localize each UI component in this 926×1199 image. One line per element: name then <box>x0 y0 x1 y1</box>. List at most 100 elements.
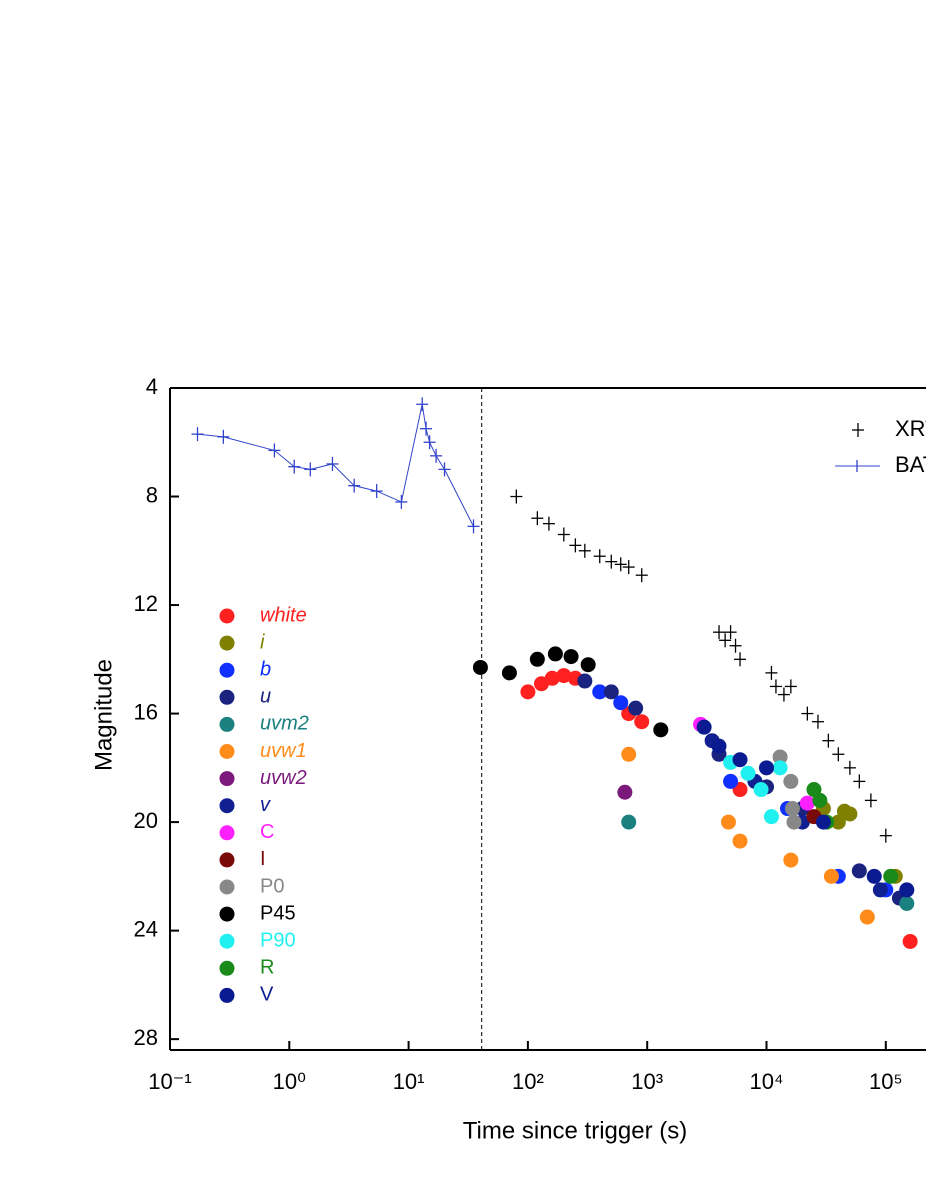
data-point <box>753 782 769 798</box>
legend-label: C <box>260 821 274 843</box>
data-point <box>822 733 835 748</box>
data-point <box>501 665 517 681</box>
data-point <box>823 868 839 884</box>
y-tick-label: 20 <box>134 808 158 833</box>
data-point <box>268 443 281 458</box>
data-point <box>653 722 669 738</box>
legend-marker <box>219 689 235 705</box>
data-point <box>786 814 802 830</box>
data-point <box>529 651 545 667</box>
legend-marker <box>219 662 235 678</box>
data-point <box>563 649 579 665</box>
x-tick-label: 10⁰ <box>273 1069 306 1094</box>
data-point <box>614 557 627 572</box>
data-point <box>577 673 593 689</box>
y-tick-label: 12 <box>134 591 158 616</box>
legend-label: P90 <box>260 929 296 951</box>
data-point <box>635 568 648 583</box>
data-point <box>547 646 563 662</box>
data-point <box>853 774 866 789</box>
data-point <box>370 484 383 499</box>
data-point <box>883 868 899 884</box>
data-point <box>578 543 591 558</box>
legend-marker <box>219 987 235 1003</box>
data-point <box>696 719 712 735</box>
bat-line <box>197 404 474 527</box>
data-point <box>801 706 814 721</box>
data-point <box>395 494 408 509</box>
data-point <box>799 795 815 811</box>
data-point <box>531 511 544 526</box>
legend-label: I <box>260 848 266 870</box>
data-point <box>859 909 875 925</box>
x-tick-label: 10² <box>512 1069 544 1094</box>
data-point <box>851 863 867 879</box>
data-point <box>902 933 918 949</box>
data-point <box>811 714 824 729</box>
data-point <box>713 625 726 640</box>
data-point <box>732 752 748 768</box>
data-point <box>772 760 788 776</box>
y-tick-label: 16 <box>134 699 158 724</box>
data-point <box>304 462 317 477</box>
data-point <box>593 549 606 564</box>
data-point <box>556 668 572 684</box>
data-point <box>634 714 650 730</box>
legend-label: uvw1 <box>260 740 307 762</box>
data-point <box>605 554 618 569</box>
legend-label: v <box>260 794 271 816</box>
y-tick-label: 8 <box>146 482 158 507</box>
data-point <box>783 773 799 789</box>
data-point <box>777 687 790 702</box>
data-point <box>510 489 523 504</box>
data-point <box>217 429 230 444</box>
data-point <box>557 527 570 542</box>
legend-marker <box>219 744 235 759</box>
legend-label: BAT <box>895 452 926 477</box>
data-point <box>723 773 739 789</box>
data-point <box>580 657 596 673</box>
legend-label: uvm2 <box>260 713 309 735</box>
data-point <box>759 760 774 776</box>
legend-marker <box>219 852 235 868</box>
data-point <box>879 828 892 843</box>
data-point <box>832 747 845 762</box>
data-point <box>348 478 361 493</box>
data-point <box>872 882 888 898</box>
legend-marker <box>219 771 235 787</box>
data-point <box>423 435 436 450</box>
legend-marker <box>219 906 235 922</box>
data-point <box>472 659 488 675</box>
data-point <box>732 833 748 849</box>
legend-label: i <box>260 631 265 653</box>
legend-label: white <box>260 604 307 626</box>
data-point <box>420 421 433 436</box>
data-point <box>613 695 629 711</box>
data-point <box>812 792 828 808</box>
data-point <box>740 765 756 781</box>
data-point <box>430 448 443 463</box>
legend-label: R <box>260 957 274 979</box>
legend-marker <box>219 960 235 976</box>
legend-marker <box>219 879 235 895</box>
data-point <box>724 625 737 640</box>
x-tick-label: 10⁻¹ <box>148 1069 191 1094</box>
data-point <box>569 538 582 553</box>
x-tick-label: 10¹ <box>393 1069 425 1094</box>
data-point <box>719 633 732 648</box>
y-tick-label: 4 <box>146 374 158 399</box>
data-point <box>438 462 451 477</box>
legend-label: u <box>260 686 271 708</box>
data-point <box>720 814 736 830</box>
data-point <box>784 679 797 694</box>
data-point <box>603 684 619 700</box>
data-point <box>899 882 915 898</box>
legend-label: P0 <box>260 875 284 897</box>
data-point <box>592 684 608 700</box>
data-point <box>288 459 301 474</box>
data-point <box>621 814 637 830</box>
data-point <box>734 652 747 667</box>
y-tick-label: 28 <box>134 1025 158 1050</box>
data-point <box>784 801 800 817</box>
